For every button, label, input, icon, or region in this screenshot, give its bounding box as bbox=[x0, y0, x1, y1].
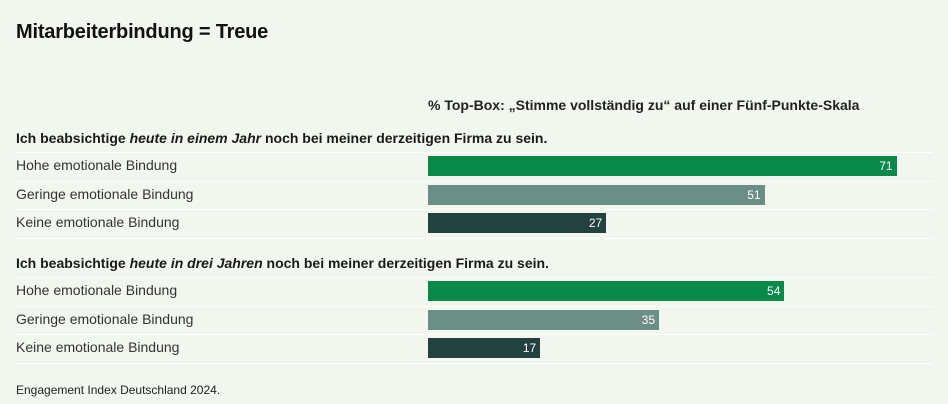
bar-row: Hohe emotionale Bindung 71 bbox=[16, 152, 932, 180]
bar: 51 bbox=[428, 184, 765, 205]
bar: 27 bbox=[428, 213, 607, 233]
group-heading-post: noch bei meiner derzeitigen Firma zu sei… bbox=[262, 255, 549, 271]
bar-value-label: 51 bbox=[747, 187, 761, 202]
row-separator bbox=[16, 334, 932, 335]
bar-label: Keine emotionale Bindung bbox=[16, 339, 180, 355]
row-separator bbox=[16, 209, 932, 210]
group-heading-three-years: Ich beabsichtige heute in drei Jahren no… bbox=[16, 255, 549, 271]
bar: 71 bbox=[428, 156, 897, 176]
group-heading-one-year: Ich beabsichtige heute in einem Jahr noc… bbox=[16, 130, 547, 146]
bar-row: Keine emotionale Bindung 17 bbox=[16, 334, 932, 362]
bar-value-label: 35 bbox=[641, 312, 655, 327]
bar-row: Geringe emotionale Bindung 51 bbox=[16, 181, 932, 209]
bar-value-label: 27 bbox=[588, 216, 603, 230]
source-footnote: Engagement Index Deutschland 2024. bbox=[16, 383, 221, 397]
row-separator bbox=[16, 362, 932, 364]
bar-label: Hohe emotionale Bindung bbox=[16, 282, 178, 298]
bar-label: Hohe emotionale Bindung bbox=[16, 157, 178, 173]
chart-title: Mitarbeiterbindung = Treue bbox=[16, 21, 269, 43]
bar-row: Geringe emotionale Bindung 35 bbox=[16, 306, 932, 334]
bar-value-label: 71 bbox=[879, 159, 893, 173]
bar-label: Geringe emotionale Bindung bbox=[16, 185, 194, 202]
bar: 54 bbox=[428, 281, 785, 301]
group-heading-pre: Ich beabsichtige bbox=[16, 255, 130, 271]
row-separator bbox=[16, 237, 932, 239]
chart-subtitle: % Top-Box: „Stimme vollständig zu“ auf e… bbox=[428, 97, 860, 113]
row-separator bbox=[16, 152, 932, 153]
row-separator bbox=[16, 305, 932, 307]
bar-row: Keine emotionale Bindung 27 bbox=[16, 209, 932, 237]
bar-row: Hohe emotionale Bindung 54 bbox=[16, 277, 932, 305]
bar-label: Keine emotionale Bindung bbox=[16, 214, 180, 230]
group-heading-emphasis: heute in einem Jahr bbox=[129, 130, 262, 146]
group-heading-emphasis: heute in drei Jahren bbox=[129, 255, 263, 271]
row-separator bbox=[16, 277, 932, 278]
bar-label: Geringe emotionale Bindung bbox=[16, 310, 194, 327]
bar-value-label: 54 bbox=[767, 284, 781, 298]
bar-value-label: 17 bbox=[522, 341, 537, 355]
group-heading-post: noch bei meiner derzeitigen Firma zu sei… bbox=[261, 130, 548, 146]
group-heading-pre: Ich beabsichtige bbox=[16, 130, 130, 146]
row-separator bbox=[16, 180, 932, 182]
bar: 35 bbox=[428, 309, 659, 330]
bar: 17 bbox=[428, 338, 541, 358]
